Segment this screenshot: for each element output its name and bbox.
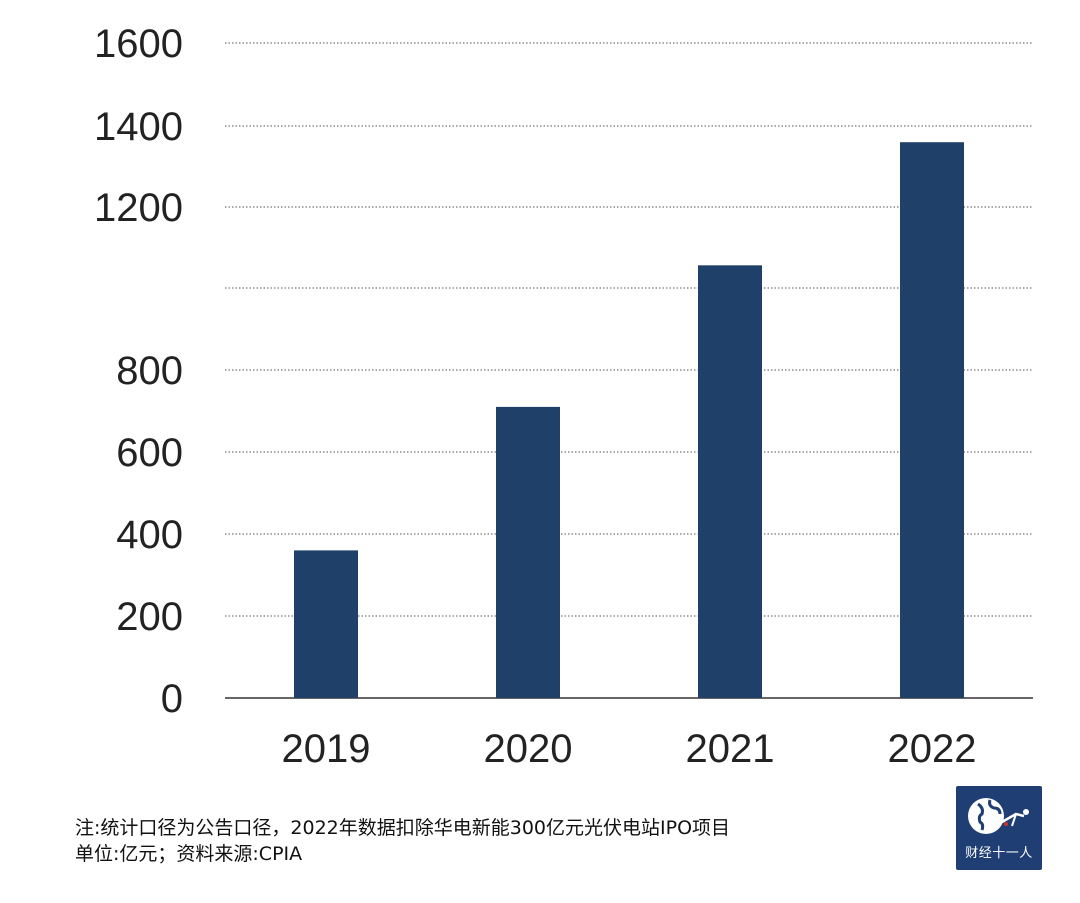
- y-tick-label: 0: [161, 677, 183, 721]
- bar: [698, 265, 762, 698]
- note-line-1: 注:统计口径为公告口径，2022年数据扣除华电新能300亿元光伏电站IPO项目: [75, 817, 731, 839]
- chart-area: 0 200 400 600 800 1200 1400 1600 2019 2020 2021 202…: [94, 22, 1033, 771]
- bar-chart: 0 200 400 600 800 1200 1400 1600 2019 2020 2021 202…: [94, 22, 1033, 771]
- y-tick-label: 800: [116, 349, 183, 393]
- bar: [294, 550, 358, 698]
- note-line-2: 单位:亿元；资料来源:CPIA: [75, 843, 303, 865]
- y-tick-label: 200: [116, 595, 183, 639]
- x-tick-label: 2020: [484, 727, 573, 771]
- x-tick-label: 2022: [888, 727, 977, 771]
- chart-notes: 注:统计口径为公告口径，2022年数据扣除华电新能300亿元光伏电站IPO项目 …: [75, 815, 730, 867]
- y-tick-label: 400: [116, 513, 183, 557]
- y-tick-label: 1200: [94, 186, 183, 230]
- publisher-logo: 财经十一人: [956, 786, 1042, 870]
- y-tick-label: 1600: [94, 22, 183, 66]
- y-tick-label: 600: [116, 431, 183, 475]
- bar: [496, 406, 560, 698]
- logo-text: 财经十一人: [965, 846, 1033, 861]
- bar: [900, 142, 964, 698]
- x-tick-label: 2021: [686, 727, 775, 771]
- y-tick-label: 1400: [94, 105, 183, 149]
- x-tick-label: 2019: [282, 727, 371, 771]
- globe-icon: [968, 798, 1029, 834]
